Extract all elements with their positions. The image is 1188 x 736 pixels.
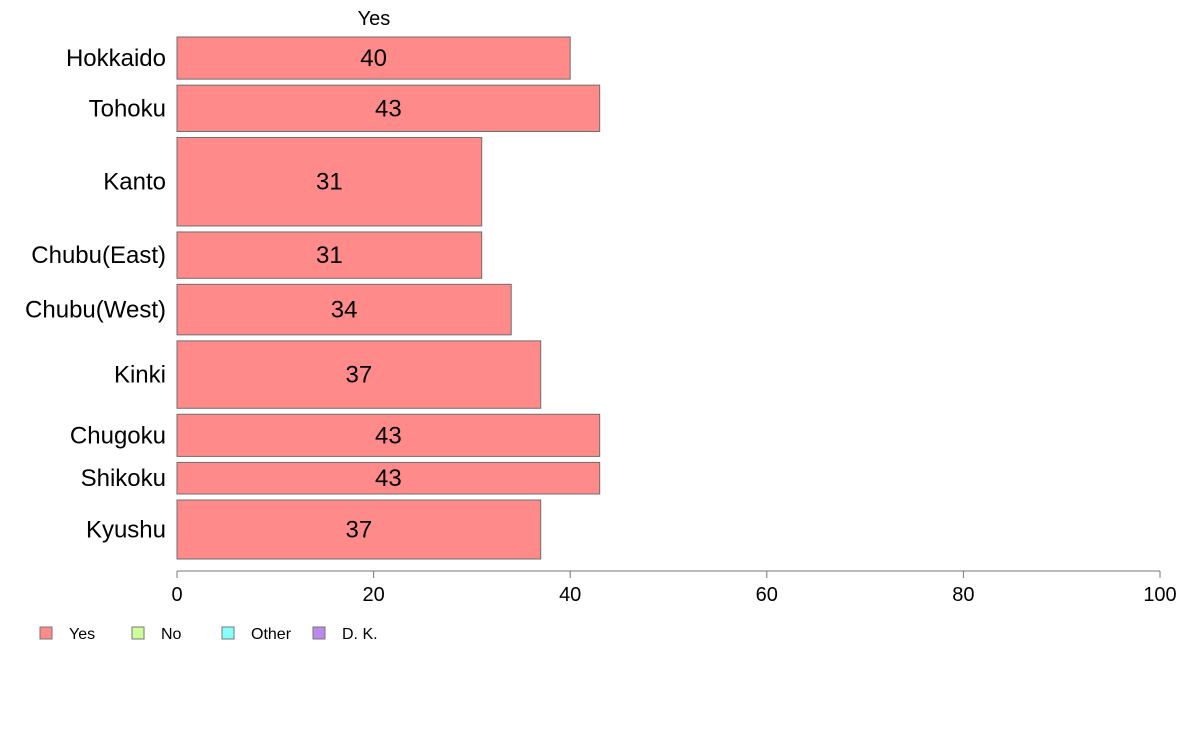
x-tick-label: 80 bbox=[952, 584, 974, 606]
bar-value-label: 34 bbox=[331, 297, 358, 324]
bar-tohoku-yes bbox=[176, 84, 601, 132]
x-tick-label: 20 bbox=[362, 584, 384, 606]
legend-label: Yes bbox=[69, 626, 95, 643]
legend-swatch bbox=[131, 626, 145, 640]
category-label: Kinki bbox=[114, 362, 166, 389]
category-label: Shikoku bbox=[81, 465, 166, 492]
category-label: Chugoku bbox=[70, 422, 166, 449]
legend: Yes No Other D. K. bbox=[39, 626, 378, 643]
bar-kanto-yes bbox=[176, 136, 483, 227]
bar-kyushu-yes bbox=[176, 499, 542, 560]
bar-shikoku-yes bbox=[176, 461, 601, 495]
category-label: Kyushu bbox=[86, 517, 166, 544]
category-label: Tohoku bbox=[89, 95, 166, 122]
bar-value-label: 43 bbox=[375, 465, 402, 492]
x-axis: 0 20 40 60 80 100 bbox=[171, 570, 1177, 606]
bar-hokkaido-yes bbox=[176, 36, 571, 80]
category-label: Chubu(West) bbox=[25, 297, 166, 324]
bar-kinki-yes bbox=[176, 340, 542, 409]
bar-value-label: 31 bbox=[316, 242, 343, 269]
legend-swatch bbox=[39, 626, 53, 640]
legend-swatch bbox=[312, 626, 326, 640]
bar-value-label: 37 bbox=[346, 362, 373, 389]
bar-value-label: 40 bbox=[360, 45, 387, 72]
bar-value-label: 37 bbox=[346, 517, 373, 544]
category-label: Hokkaido bbox=[66, 45, 166, 72]
x-tick-label: 100 bbox=[1143, 584, 1176, 606]
bar-chubu-east--yes bbox=[176, 231, 483, 279]
bars-group: 40 Hokkaido 43 Tohoku 31 Kanto 31 Chubu(East) 34… bbox=[25, 36, 601, 560]
chart-title: Yes bbox=[358, 8, 391, 30]
bar-chubu-west--yes bbox=[176, 283, 512, 336]
bar-value-label: 43 bbox=[375, 422, 402, 449]
x-tick-label: 40 bbox=[559, 584, 581, 606]
legend-label: No bbox=[161, 626, 182, 643]
bar-value-label: 31 bbox=[316, 169, 343, 196]
legend-label: Other bbox=[251, 626, 292, 643]
bar-value-label: 43 bbox=[375, 95, 402, 122]
legend-label: D. K. bbox=[342, 626, 378, 643]
x-tick-label: 60 bbox=[756, 584, 778, 606]
x-tick-label: 0 bbox=[171, 584, 182, 606]
category-label: Kanto bbox=[103, 169, 166, 196]
legend-swatch bbox=[221, 626, 235, 640]
bar-chugoku-yes bbox=[176, 413, 601, 457]
category-label: Chubu(East) bbox=[31, 242, 166, 269]
